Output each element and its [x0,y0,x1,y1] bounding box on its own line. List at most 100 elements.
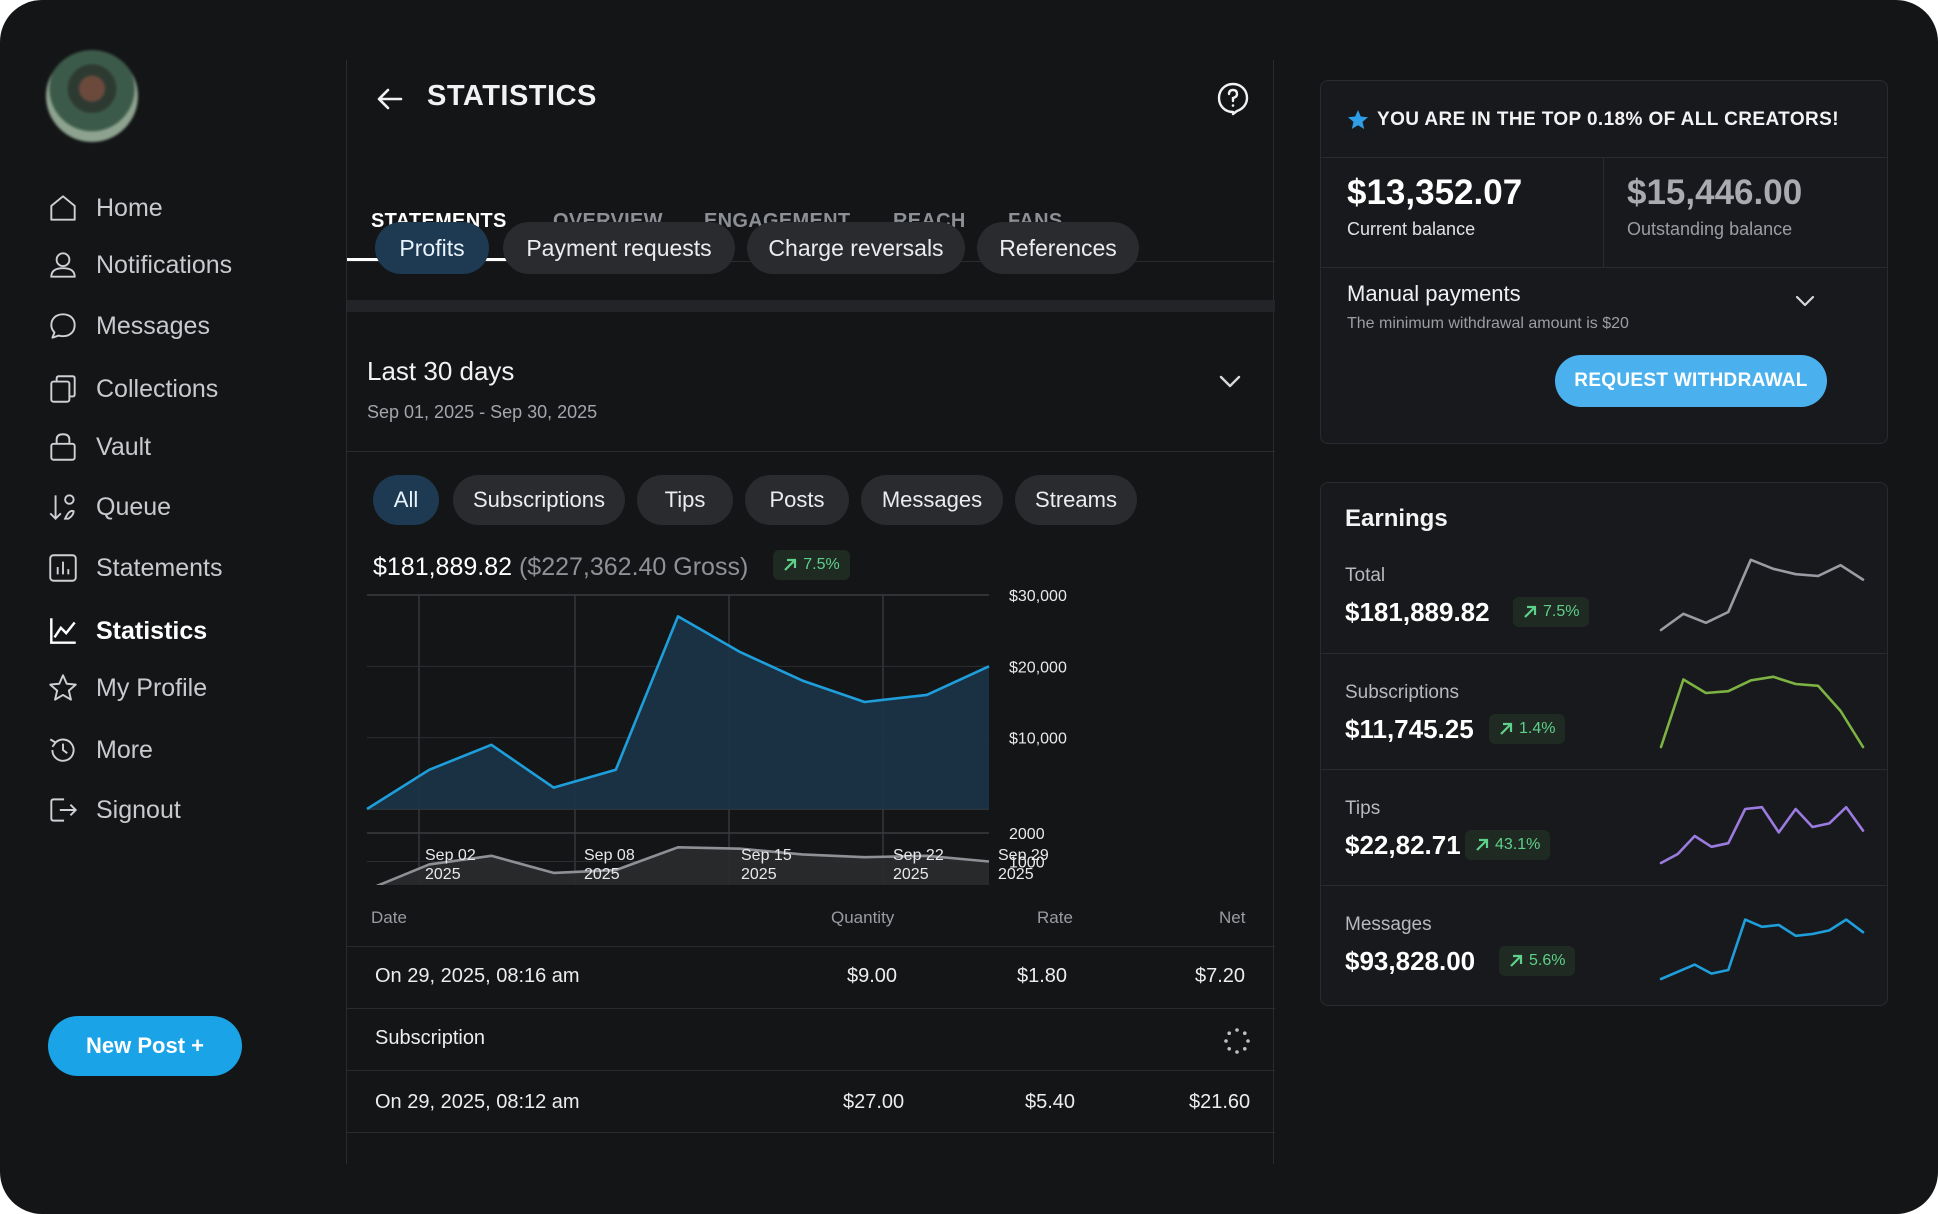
table-header-date: Date [371,908,407,927]
x-tick-day: Sep 22 [893,847,944,864]
sidebar-item-signout[interactable]: Signout [46,788,181,832]
arrow-up-right-icon [784,558,797,571]
earnings-row-messages[interactable]: Messages $93,828.00 5.6% [1321,885,1887,1001]
divider [1603,157,1604,267]
change-badge: 43.1% [1465,830,1551,860]
sidebar-item-vault[interactable]: Vault [46,425,151,469]
row-rate: $5.40 [1025,1091,1076,1113]
sparkline-chart [1659,918,1865,981]
sidebar-item-statements[interactable]: Statements [46,546,222,590]
bar-chart-icon [49,554,77,582]
earnings-card: Earnings Total $181,889.82 7.5% Subscriptio… [1320,482,1888,1006]
earnings-row-value: $22,82.71 [1345,830,1461,860]
sidebar-item-label: Queue [96,492,172,521]
arrow-up-right-icon [1510,954,1523,967]
x-tick-label: Sep 08 2025 [584,846,635,884]
lock-icon [50,433,76,461]
earnings-row-value: $181,889.82 [1345,597,1490,627]
divider [1321,267,1887,268]
sidebar-item-statistics[interactable]: Statistics [46,609,207,653]
table-row-group[interactable]: Subscription [347,1008,1275,1070]
collections-icon [50,375,76,403]
filter-profits[interactable]: Profits [375,222,489,274]
home-icon [50,195,76,221]
change-value: 5.6% [1529,952,1566,969]
filter-payment-requests[interactable]: Payment requests [503,222,735,274]
sidebar-item-label: My Profile [96,673,208,702]
gross-total: ($227,362.40 Gross) [518,553,749,581]
divider [1321,157,1887,158]
page-title: STATISTICS [427,80,597,112]
category-tips[interactable]: Tips [637,475,733,525]
change-value: 7.5% [803,556,840,573]
period-range: Sep 01, 2025 - Sep 30, 2025 [367,402,598,422]
sparkline-chart [1659,805,1865,865]
earnings-row-tips[interactable]: Tips $22,82.71 43.1% [1321,769,1887,885]
sidebar-item-notifications[interactable]: Notifications [46,243,232,287]
earnings-title: Earnings [1345,505,1448,532]
arrow-up-right-icon [1524,605,1537,618]
earnings-row-value: $11,745.25 [1345,714,1474,744]
table-row[interactable]: On 29, 2025, 08:16 am $9.00 $1.80 $7.20 [347,946,1275,1008]
sidebar-item-label: Statements [96,553,223,582]
earnings-row-subscriptions[interactable]: Subscriptions $11,745.25 1.4% [1321,653,1887,769]
change-value: 7.5% [1543,603,1580,620]
earnings-area [367,616,989,809]
x-tick-label: Sep 15 2025 [741,846,792,884]
x-tick-label: Sep 29 2025 [998,846,1049,884]
earnings-row-total[interactable]: Total $181,889.82 7.5% [1321,537,1887,653]
x-tick-day: Sep 02 [425,847,476,864]
chevron-down-icon [1795,295,1815,307]
manual-payments-note: The minimum withdrawal amount is $20 [1347,315,1629,332]
help-icon[interactable] [1215,80,1251,116]
x-tick-day: Sep 15 [741,847,792,864]
top-creator-banner: YOU ARE IN THE TOP 0.18% OF ALL CREATORS… [1347,109,1839,131]
x-tick-year: 2025 [998,866,1034,883]
back-arrow-icon[interactable] [373,82,407,116]
net-total: $181,889.82 [373,553,513,581]
table-header-rate: Rate [1037,908,1073,927]
current-balance-amount: $13,352.07 [1347,173,1523,212]
request-withdrawal-button[interactable]: REQUEST WITHDRAWAL [1555,355,1827,407]
sidebar-item-label: Home [96,193,163,222]
earnings-row-label: Total [1345,565,1386,586]
category-all[interactable]: All [373,475,439,525]
filter-references[interactable]: References [977,222,1139,274]
sparkline-line [1659,918,1865,981]
sparkline-chart [1659,558,1865,632]
sidebar-item-more[interactable]: More [46,728,153,772]
row-quantity: $27.00 [843,1091,905,1113]
category-streams[interactable]: Streams [1015,475,1137,525]
x-tick-day: Sep 29 [998,847,1049,864]
divider [347,300,1275,312]
statistics-chart: $30,000 $20,000 $10,000 2000 1000 [366,588,1067,885]
filter-charge-reversals[interactable]: Charge reversals [747,222,965,274]
row-date: On 29, 2025, 08:12 am [375,1091,580,1113]
sidebar-item-messages[interactable]: Messages [46,304,210,348]
sidebar-item-label: More [96,735,153,764]
table-row[interactable]: On 29, 2025, 08:12 am $27.00 $5.40 $21.6… [347,1070,1275,1132]
avatar[interactable] [46,50,138,142]
loading-spinner-icon [1224,1028,1250,1054]
manual-payments-toggle[interactable]: Manual payments The minimum withdrawal a… [1321,269,1887,339]
statistics-panel: STATISTICS STATEMENTS OVERVIEW ENGAGEMEN… [346,60,1275,1164]
sidebar-item-home[interactable]: Home [46,186,163,230]
row-date: On 29, 2025, 08:16 am [375,965,580,987]
arrow-up-right-icon [1500,722,1513,735]
balance-card: YOU ARE IN THE TOP 0.18% OF ALL CREATORS… [1320,80,1888,444]
message-icon [50,313,76,339]
sidebar-item-queue[interactable]: Queue [46,485,171,529]
sidebar-item-label: Messages [96,311,210,340]
divider [347,1132,1275,1133]
sidebar-item-collections[interactable]: Collections [46,367,218,411]
change-badge: 5.6% [1499,946,1576,976]
category-subscriptions[interactable]: Subscriptions [453,475,625,525]
category-posts[interactable]: Posts [745,475,849,525]
sidebar-item-my-profile[interactable]: My Profile [46,666,207,710]
period-selector[interactable]: Last 30 days Sep 01, 2025 - Sep 30, 2025 [347,312,1275,452]
row-net: $21.60 [1189,1091,1251,1113]
new-post-button[interactable]: New Post + [48,1016,242,1076]
earnings-row-value: $93,828.00 [1345,946,1476,976]
category-messages[interactable]: Messages [861,475,1003,525]
